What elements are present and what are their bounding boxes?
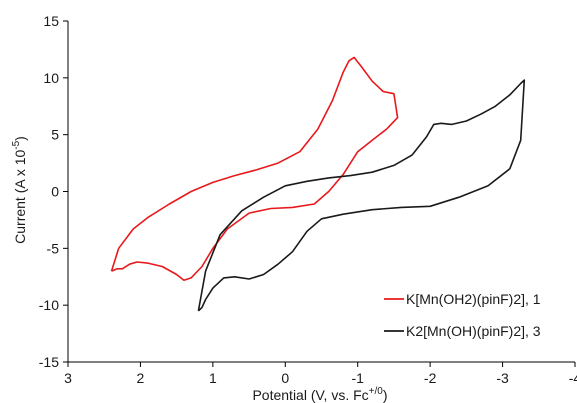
x-tick-label: -3 — [496, 370, 509, 386]
series-line-1 — [110, 56, 399, 281]
y-tick-label: -10 — [39, 297, 59, 313]
x-axis-label-superscript: +/0 — [369, 386, 384, 397]
y-tick-label: 5 — [51, 127, 59, 143]
legend-label: K[Mn(OH2)(pinF)2], 1 — [406, 291, 541, 307]
y-tick-label: 15 — [43, 13, 59, 29]
y-tick-label: -15 — [39, 354, 59, 370]
x-tick-label: -2 — [424, 370, 437, 386]
x-tick-label: 0 — [281, 370, 289, 386]
x-tick-label: 1 — [209, 370, 217, 386]
y-axis-label-superscript: -5 — [11, 140, 22, 149]
y-axis-label-close: ) — [12, 136, 28, 141]
series-line-2 — [197, 79, 526, 312]
legend-label: K2[Mn(OH)(pinF)2], 3 — [406, 323, 541, 339]
y-tick-label: 0 — [51, 184, 59, 200]
x-axis-label: Potential (V, vs. Fc+/0) — [252, 386, 387, 403]
y-tick-label: 10 — [43, 70, 59, 86]
x-tick-label: -4 — [569, 370, 577, 386]
legend: K[Mn(OH2)(pinF)2], 1 K2[Mn(OH)(pinF)2], 3 — [384, 291, 541, 339]
y-axis-label: Current (A x 10-5) — [11, 136, 28, 244]
axes-group — [67, 21, 575, 363]
series-group — [110, 56, 526, 312]
x-axis-label-close: ) — [383, 387, 388, 403]
x-tick-label: 3 — [64, 370, 72, 386]
x-tick-label: 2 — [137, 370, 145, 386]
x-tick-label: -1 — [351, 370, 364, 386]
y-tick-label: -5 — [47, 240, 60, 256]
